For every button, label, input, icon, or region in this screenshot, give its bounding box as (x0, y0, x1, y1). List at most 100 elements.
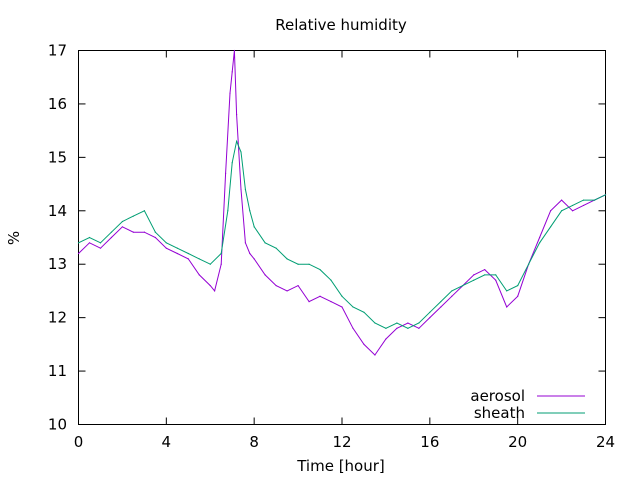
data-point-sheath (582, 199, 585, 201)
data-point-aerosol (198, 274, 200, 276)
data-point-sheath (154, 231, 156, 233)
data-point-sheath (244, 188, 246, 191)
data-point-aerosol (363, 343, 365, 345)
data-point-sheath (240, 151, 242, 153)
data-point-aerosol (99, 247, 102, 249)
data-point-aerosol (225, 172, 227, 174)
x-tick-label: 20 (508, 433, 527, 451)
data-point-sheath (571, 204, 574, 207)
data-point-sheath (550, 226, 552, 228)
data-point-sheath (473, 279, 475, 281)
data-point-aerosol (495, 279, 497, 281)
data-point-sheath (429, 311, 431, 313)
data-point-sheath (286, 258, 288, 260)
data-point-aerosol (165, 247, 167, 249)
data-point-sheath (440, 301, 442, 303)
series-layer (77, 49, 607, 356)
data-point-sheath (451, 290, 453, 292)
data-point-sheath (187, 252, 189, 255)
data-point-aerosol (429, 317, 431, 319)
data-point-aerosol (517, 295, 519, 297)
data-point-aerosol (560, 199, 563, 201)
data-point-aerosol (121, 226, 124, 228)
data-point-aerosol (132, 231, 134, 233)
data-point-sheath (297, 263, 299, 265)
data-point-aerosol (220, 263, 222, 265)
data-point-sheath (560, 210, 563, 212)
data-point-sheath (506, 290, 508, 292)
data-point-sheath (132, 215, 134, 217)
y-tick-label: 17 (48, 42, 67, 60)
data-point-aerosol (214, 290, 216, 292)
data-point-aerosol (77, 252, 80, 255)
legend-label-sheath: sheath (474, 404, 525, 422)
data-point-sheath (539, 242, 541, 244)
data-point-aerosol (571, 210, 574, 212)
data-point-aerosol (233, 49, 236, 52)
y-tick-label: 16 (48, 95, 67, 113)
data-point-sheath (495, 274, 497, 276)
data-point-aerosol (582, 204, 585, 207)
data-point-sheath (319, 268, 321, 271)
data-point-aerosol (319, 295, 321, 297)
data-point-sheath (143, 210, 145, 212)
data-point-aerosol (253, 258, 255, 260)
data-point-sheath (198, 258, 200, 260)
data-point-aerosol (418, 327, 420, 329)
data-point-aerosol (341, 306, 343, 308)
data-point-sheath (352, 306, 354, 308)
x-tick-label: 8 (249, 433, 259, 451)
y-tick-label: 13 (48, 255, 67, 273)
data-point-aerosol (143, 231, 145, 233)
data-point-aerosol (110, 236, 113, 239)
data-point-aerosol (374, 354, 376, 356)
data-point-sheath (88, 236, 91, 239)
series-line-aerosol (78, 50, 606, 356)
data-point-aerosol (539, 236, 541, 239)
x-tick-label: 24 (596, 433, 615, 451)
data-point-sheath (341, 295, 343, 297)
data-point-aerosol (484, 268, 486, 271)
data-point-aerosol (176, 252, 178, 255)
legend-label-aerosol: aerosol (470, 387, 525, 405)
data-point-aerosol (154, 236, 156, 239)
y-axis-label: % (5, 231, 23, 245)
data-point-aerosol (240, 188, 242, 191)
data-point-sheath (253, 226, 255, 228)
data-point-sheath (462, 284, 464, 287)
data-point-aerosol (352, 327, 354, 329)
data-point-sheath (121, 220, 124, 223)
data-point-sheath (604, 194, 607, 196)
data-point-sheath (236, 140, 238, 142)
data-point-sheath (209, 263, 211, 265)
data-point-sheath (227, 210, 229, 212)
x-tick-label: 16 (420, 433, 439, 451)
data-point-aerosol (308, 301, 310, 303)
data-point-aerosol (249, 252, 251, 255)
y-tick-label: 10 (48, 416, 67, 434)
data-point-aerosol (550, 210, 552, 212)
x-axis-label: Time [hour] (296, 457, 385, 475)
data-point-sheath (220, 252, 222, 255)
data-point-sheath (330, 279, 332, 281)
plot-area-border (78, 50, 606, 425)
data-point-sheath (110, 231, 113, 233)
data-point-aerosol (506, 306, 508, 308)
data-point-aerosol (440, 306, 442, 308)
data-point-aerosol (275, 284, 277, 287)
chart-title: Relative humidity (275, 16, 407, 34)
data-point-sheath (407, 327, 409, 329)
data-point-sheath (593, 199, 596, 201)
data-point-sheath (264, 242, 266, 244)
data-point-sheath (374, 322, 376, 324)
data-point-sheath (249, 210, 251, 212)
data-point-aerosol (209, 284, 211, 287)
data-point-aerosol (231, 71, 233, 73)
x-tick-label: 4 (162, 433, 172, 451)
data-point-sheath (231, 162, 233, 164)
data-point-aerosol (236, 114, 238, 116)
data-point-aerosol (264, 274, 266, 276)
y-tick-label: 15 (48, 148, 67, 166)
data-point-sheath (77, 242, 80, 244)
